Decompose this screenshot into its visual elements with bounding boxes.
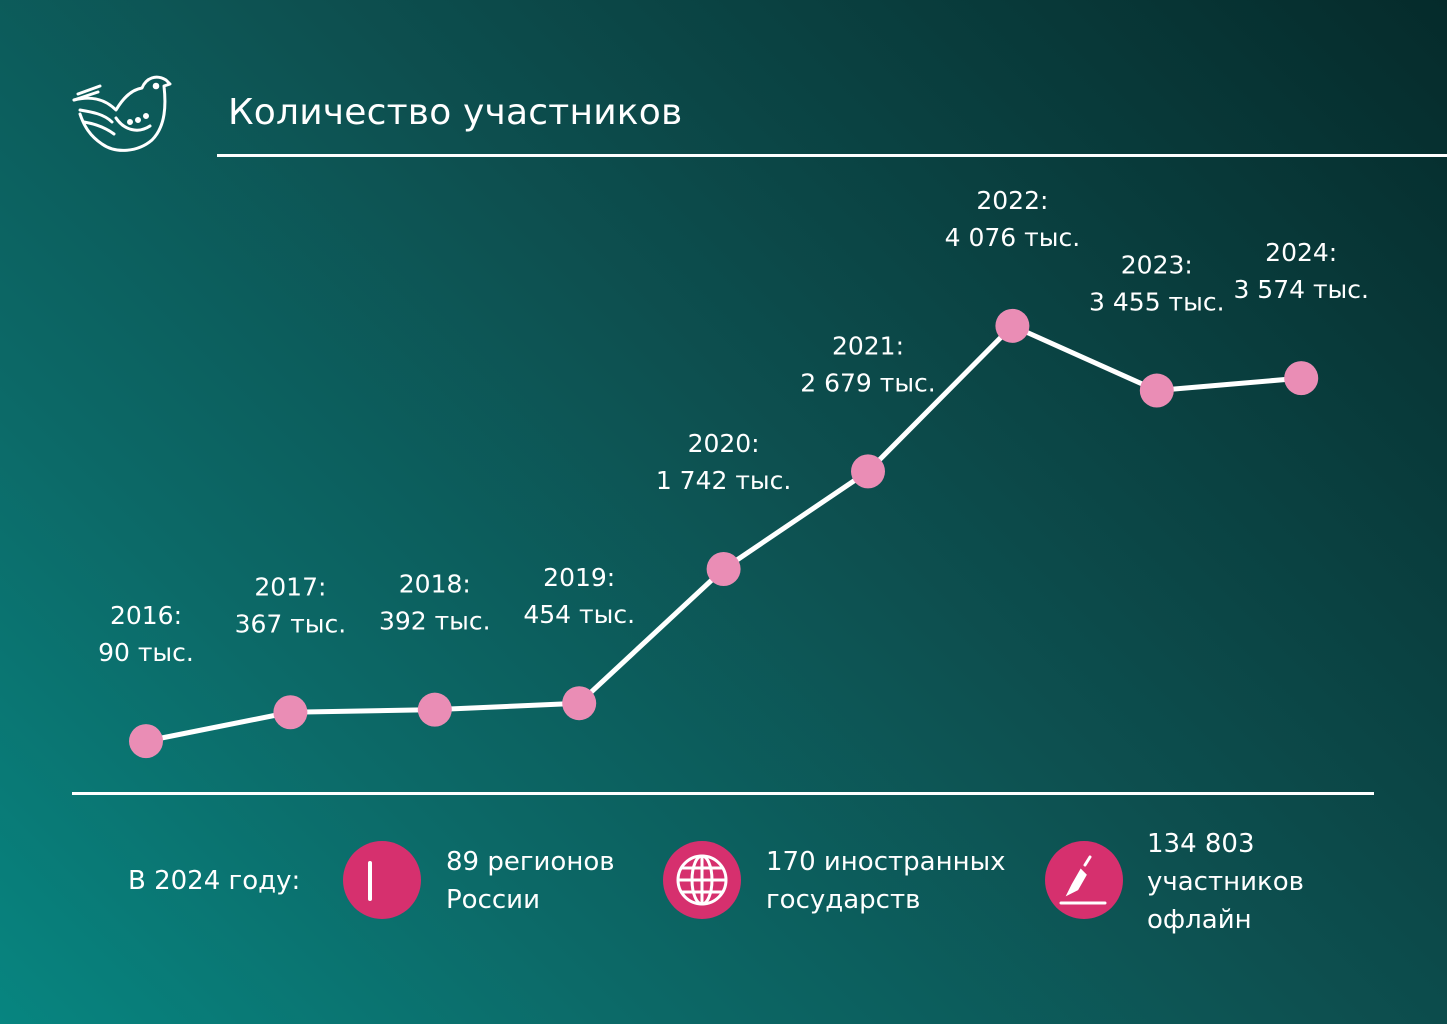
year-label: 2024:	[1265, 238, 1337, 267]
value-label: 2 679 тыс.	[800, 368, 936, 397]
region-icon	[343, 841, 421, 919]
stat-offline: 134 803 участников офлайн	[1147, 825, 1304, 939]
year-label: 2020:	[688, 429, 760, 458]
value-label: 367 тыс.	[235, 609, 347, 638]
data-point	[1284, 361, 1319, 396]
data-point	[562, 686, 597, 721]
stat-regions-line1: 89 регионов	[446, 847, 615, 877]
year-label: 2019:	[543, 563, 615, 592]
value-label: 4 076 тыс.	[945, 223, 1081, 252]
value-label: 454 тыс.	[523, 600, 635, 629]
data-point	[851, 454, 885, 489]
data-point	[1139, 373, 1174, 408]
year-label: 2017:	[254, 572, 326, 601]
page-title: Количество участников	[228, 92, 683, 133]
stat-offline-line3: офлайн	[1147, 905, 1252, 935]
dove-icon	[72, 75, 172, 152]
data-point	[995, 308, 1030, 343]
globe-icon	[663, 841, 741, 919]
value-label: 3 455 тыс.	[1089, 288, 1225, 317]
stat-regions-line2: России	[446, 885, 540, 915]
year-label: 2018:	[399, 570, 471, 599]
stat-countries-line1: 170 иностранных	[766, 847, 1006, 877]
chart-divider	[72, 792, 1374, 795]
year-label: 2016:	[110, 601, 182, 630]
stat-regions: 89 регионов России	[446, 843, 615, 919]
value-label: 392 тыс.	[379, 607, 491, 636]
year-label: 2022:	[976, 186, 1048, 215]
stat-offline-line2: участников	[1147, 867, 1304, 897]
data-point	[417, 692, 452, 727]
year-label: 2023:	[1121, 251, 1193, 280]
stat-offline-line1: 134 803	[1147, 829, 1255, 859]
value-label: 90 тыс.	[98, 638, 194, 667]
data-point	[706, 552, 741, 587]
data-point	[273, 695, 308, 730]
data-point	[129, 724, 163, 759]
pen-icon	[1045, 841, 1123, 919]
stat-countries-line2: государств	[766, 885, 921, 915]
value-label: 1 742 тыс.	[656, 466, 792, 495]
value-label: 3 574 тыс.	[1233, 275, 1369, 304]
stat-countries: 170 иностранных государств	[766, 843, 1005, 919]
year-label: 2021:	[832, 331, 904, 360]
series-line	[145, 323, 1302, 744]
title-divider	[217, 154, 1447, 157]
stats-year-label: В 2024 году:	[128, 866, 301, 896]
